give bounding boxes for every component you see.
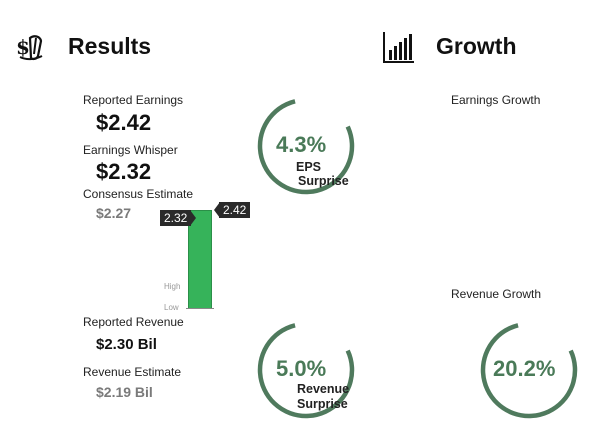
range-bar-baseline: [186, 308, 214, 309]
eps-surprise-gauge: 4.3% EPS Surprise: [256, 96, 356, 196]
money-hand-icon: $: [16, 35, 43, 61]
range-bar-fill: [188, 210, 212, 309]
revenue-surprise-line2: Surprise: [297, 397, 348, 411]
revenue-estimate-value: $2.19 Bil: [96, 384, 153, 400]
reported-flag: 2.42: [219, 202, 251, 218]
revenue-growth-value: 20.2%: [493, 356, 556, 381]
reported-earnings-value: $2.42: [96, 110, 152, 135]
growth-title: Growth: [436, 33, 517, 59]
results-title: Results: [68, 33, 152, 59]
reported-revenue-label: Reported Revenue: [83, 315, 184, 329]
eps-surprise-line1: EPS: [296, 160, 322, 174]
consensus-estimate-label: Consensus Estimate: [83, 187, 194, 201]
earnings-range-bar: 2.32 2.42 High Low: [160, 200, 260, 315]
range-low-label: Low: [164, 303, 179, 312]
revenue-surprise-line1: Revenue: [297, 382, 350, 396]
bar-chart-icon: [383, 32, 414, 63]
consensus-estimate-value: $2.27: [96, 205, 132, 221]
earnings-whisper-value: $2.32: [96, 159, 152, 184]
earnings-growth-label: Earnings Growth: [451, 93, 541, 107]
results-header: $ Results: [16, 30, 196, 64]
whisper-flag-pointer: [190, 210, 196, 226]
whisper-flag: 2.32: [160, 210, 192, 226]
revenue-growth-label: Revenue Growth: [451, 287, 542, 301]
eps-surprise-line2: Surprise: [298, 174, 349, 188]
revenue-estimate-label: Revenue Estimate: [83, 365, 182, 379]
growth-header: Growth: [382, 30, 562, 64]
revenue-surprise-ring: [257, 321, 355, 419]
earnings-whisper-label: Earnings Whisper: [83, 143, 178, 157]
reported-earnings-label: Reported Earnings: [83, 93, 184, 107]
revenue-surprise-value: 5.0%: [276, 356, 327, 381]
eps-surprise-ring: [257, 97, 355, 195]
revenue-growth-gauge: 20.2%: [479, 320, 579, 420]
revenue-surprise-gauge: 5.0% Revenue Surprise: [256, 320, 356, 420]
range-high-label: High: [164, 282, 181, 291]
eps-surprise-value: 4.3%: [276, 132, 327, 157]
svg-text:$: $: [16, 35, 30, 59]
reported-revenue-value: $2.30 Bil: [96, 336, 157, 353]
revenue-growth-ring: [480, 321, 578, 419]
reported-flag-pointer: [214, 202, 220, 218]
